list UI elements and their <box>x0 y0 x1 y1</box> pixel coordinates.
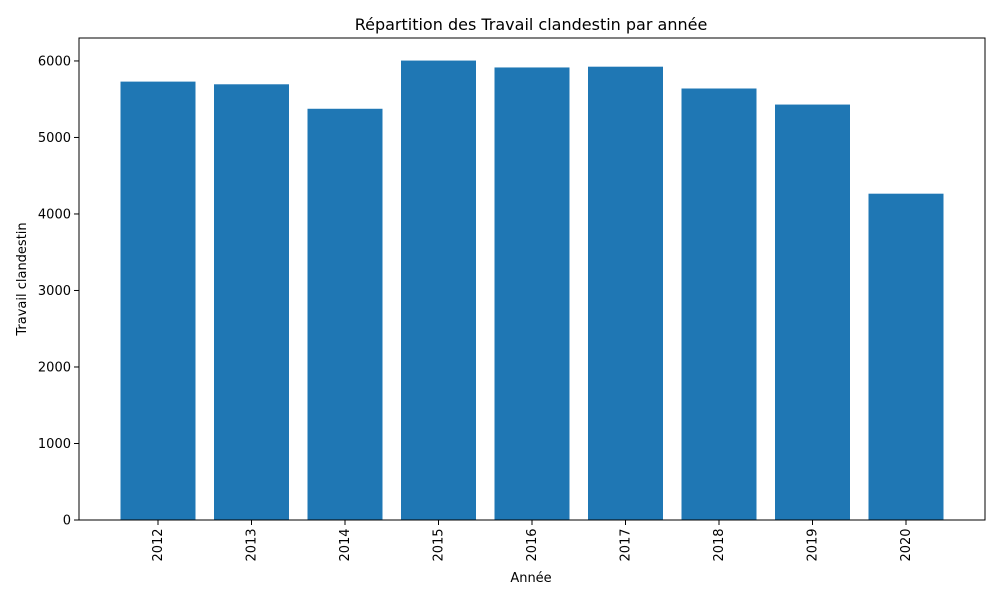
x-axis: 2012 2013 2014 2015 2016 2017 2018 2019 2020 <box>151 520 914 562</box>
x-tick-label-2016: 2016 <box>525 528 540 561</box>
bar-2012 <box>120 81 196 521</box>
bar-2013 <box>214 84 289 520</box>
y-axis-label: Travail clandestin <box>15 222 30 336</box>
y-tick-label-6000: 6000 <box>38 54 71 69</box>
bar-2020 <box>868 193 944 520</box>
x-tick-label-2019: 2019 <box>806 528 821 561</box>
bar-2016 <box>494 67 570 521</box>
bar-2017 <box>588 66 663 520</box>
y-axis: 0 1000 2000 3000 4000 5000 6000 <box>38 54 79 529</box>
x-tick-label-2015: 2015 <box>432 528 447 561</box>
x-tick-label-2017: 2017 <box>619 528 634 561</box>
y-tick-label-2000: 2000 <box>38 360 71 375</box>
bar-2014 <box>307 108 383 521</box>
bars <box>120 60 944 521</box>
bar-2015 <box>401 60 476 520</box>
y-tick-label-5000: 5000 <box>38 131 71 146</box>
bar-2018 <box>681 88 757 520</box>
x-tick-label-2018: 2018 <box>712 528 727 561</box>
y-tick-label-3000: 3000 <box>38 284 71 299</box>
y-tick-label-1000: 1000 <box>38 437 71 452</box>
chart-title: Répartition des Travail clandestin par a… <box>355 15 708 34</box>
x-axis-label: Année <box>510 571 551 586</box>
x-tick-label-2012: 2012 <box>151 528 166 561</box>
x-tick-label-2014: 2014 <box>338 528 353 561</box>
bar-2019 <box>775 104 850 520</box>
x-tick-label-2020: 2020 <box>899 528 914 561</box>
y-tick-label-0: 0 <box>63 514 71 529</box>
y-tick-label-4000: 4000 <box>38 207 71 222</box>
x-tick-label-2013: 2013 <box>245 528 260 561</box>
